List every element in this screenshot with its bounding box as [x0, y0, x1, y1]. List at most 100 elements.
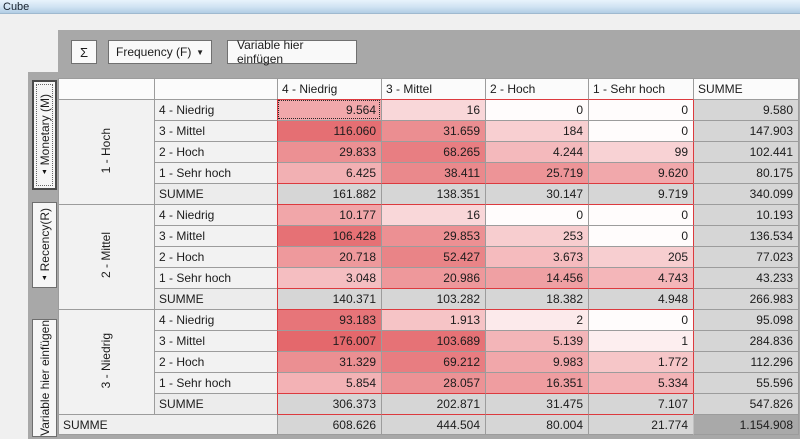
grand-column-summe[interactable]: 444.504: [381, 414, 485, 435]
cell-value[interactable]: 4.244: [485, 141, 588, 162]
cell-value[interactable]: 6.425: [277, 162, 381, 183]
cell-value[interactable]: 18.382: [485, 288, 588, 309]
row-dimension-tab-monetary[interactable]: Monetary (M) ▼: [32, 80, 57, 190]
group-label[interactable]: 1 - Hoch: [58, 99, 154, 204]
cell-value[interactable]: 9.564: [277, 99, 381, 120]
cell-value[interactable]: 0: [485, 99, 588, 120]
cell-row-summe[interactable]: 10.193: [693, 204, 799, 225]
cell-value[interactable]: 106.428: [277, 225, 381, 246]
cell-value[interactable]: 103.689: [381, 330, 485, 351]
cell-value[interactable]: 2: [485, 309, 588, 330]
cell-row-summe[interactable]: 77.023: [693, 246, 799, 267]
cell-value[interactable]: 69.212: [381, 351, 485, 372]
cell-row-summe[interactable]: 9.580: [693, 99, 799, 120]
row-label[interactable]: 1 - Sehr hoch: [154, 267, 277, 288]
cell-row-summe[interactable]: 102.441: [693, 141, 799, 162]
cell-value[interactable]: 184: [485, 120, 588, 141]
row-label[interactable]: 3 - Mittel: [154, 225, 277, 246]
cell-value[interactable]: 52.427: [381, 246, 485, 267]
row-label[interactable]: 1 - Sehr hoch: [154, 372, 277, 393]
cell-value[interactable]: 20.718: [277, 246, 381, 267]
cell-row-summe[interactable]: 136.534: [693, 225, 799, 246]
cell-value[interactable]: 0: [588, 120, 693, 141]
cell-value[interactable]: 138.351: [381, 183, 485, 204]
row-label[interactable]: 3 - Mittel: [154, 330, 277, 351]
cell-row-summe[interactable]: 547.826: [693, 393, 799, 414]
row-label[interactable]: 2 - Hoch: [154, 246, 277, 267]
cell-value[interactable]: 31.659: [381, 120, 485, 141]
cell-value[interactable]: 9.983: [485, 351, 588, 372]
cell-value[interactable]: 38.411: [381, 162, 485, 183]
group-label[interactable]: 2 - Mittel: [58, 204, 154, 309]
row-dimension-tab-recency[interactable]: Recency(R) ▼: [32, 202, 57, 288]
column-header[interactable]: 1 - Sehr hoch: [588, 78, 693, 99]
column-header[interactable]: 3 - Mittel: [381, 78, 485, 99]
cell-value[interactable]: 4.948: [588, 288, 693, 309]
cell-row-summe[interactable]: 147.903: [693, 120, 799, 141]
row-label[interactable]: 1 - Sehr hoch: [154, 162, 277, 183]
cell-value[interactable]: 5.139: [485, 330, 588, 351]
cell-value[interactable]: 1: [588, 330, 693, 351]
cell-value[interactable]: 16.351: [485, 372, 588, 393]
cell-value[interactable]: 0: [485, 204, 588, 225]
cell-value[interactable]: 31.475: [485, 393, 588, 414]
cell-value[interactable]: 31.329: [277, 351, 381, 372]
cell-value[interactable]: 3.673: [485, 246, 588, 267]
cell-value[interactable]: 140.371: [277, 288, 381, 309]
cell-value[interactable]: 253: [485, 225, 588, 246]
row-label[interactable]: 4 - Niedrig: [154, 99, 277, 120]
cell-value[interactable]: 202.871: [381, 393, 485, 414]
cell-value[interactable]: 29.853: [381, 225, 485, 246]
cell-value[interactable]: 14.456: [485, 267, 588, 288]
cell-value[interactable]: 9.620: [588, 162, 693, 183]
row-label-summe[interactable]: SUMME: [154, 183, 277, 204]
cell-value[interactable]: 0: [588, 204, 693, 225]
column-header[interactable]: 2 - Hoch: [485, 78, 588, 99]
cell-value[interactable]: 16: [381, 99, 485, 120]
row-label[interactable]: 4 - Niedrig: [154, 309, 277, 330]
cell-value[interactable]: 7.107: [588, 393, 693, 414]
cell-value[interactable]: 28.057: [381, 372, 485, 393]
cell-value[interactable]: 3.048: [277, 267, 381, 288]
cell-value[interactable]: 1.913: [381, 309, 485, 330]
cell-row-summe[interactable]: 266.983: [693, 288, 799, 309]
grand-summe-label[interactable]: SUMME: [58, 414, 277, 435]
cell-value[interactable]: 29.833: [277, 141, 381, 162]
cell-value[interactable]: 25.719: [485, 162, 588, 183]
cell-value[interactable]: 103.282: [381, 288, 485, 309]
cell-value[interactable]: 176.007: [277, 330, 381, 351]
cell-row-summe[interactable]: 55.596: [693, 372, 799, 393]
cell-value[interactable]: 306.373: [277, 393, 381, 414]
row-label[interactable]: 2 - Hoch: [154, 351, 277, 372]
cell-value[interactable]: 16: [381, 204, 485, 225]
row-label[interactable]: 3 - Mittel: [154, 120, 277, 141]
cell-value[interactable]: 116.060: [277, 120, 381, 141]
column-header[interactable]: 4 - Niedrig: [277, 78, 381, 99]
insert-variable-column-button[interactable]: Variable hier einfügen: [227, 38, 357, 66]
row-label-summe[interactable]: SUMME: [154, 393, 277, 414]
cell-value[interactable]: 5.334: [588, 372, 693, 393]
cell-value[interactable]: 5.854: [277, 372, 381, 393]
cell-row-summe[interactable]: 95.098: [693, 309, 799, 330]
group-label[interactable]: 3 - Niedrig: [58, 309, 154, 414]
grand-column-summe[interactable]: 21.774: [588, 414, 693, 435]
row-label-summe[interactable]: SUMME: [154, 288, 277, 309]
cell-row-summe[interactable]: 112.296: [693, 351, 799, 372]
grand-column-summe[interactable]: 608.626: [277, 414, 381, 435]
cell-value[interactable]: 30.147: [485, 183, 588, 204]
cell-value[interactable]: 93.183: [277, 309, 381, 330]
row-label[interactable]: 2 - Hoch: [154, 141, 277, 162]
sigma-statistic-button[interactable]: Σ: [71, 40, 97, 64]
cell-value[interactable]: 10.177: [277, 204, 381, 225]
cell-value[interactable]: 4.743: [588, 267, 693, 288]
cell-row-summe[interactable]: 80.175: [693, 162, 799, 183]
row-label[interactable]: 4 - Niedrig: [154, 204, 277, 225]
grand-column-summe[interactable]: 80.004: [485, 414, 588, 435]
cell-value[interactable]: 99: [588, 141, 693, 162]
grand-total-cell[interactable]: 1.154.908: [693, 414, 799, 435]
cell-row-summe[interactable]: 284.836: [693, 330, 799, 351]
column-header-summe[interactable]: SUMME: [693, 78, 799, 99]
cell-value[interactable]: 161.882: [277, 183, 381, 204]
cell-value[interactable]: 9.719: [588, 183, 693, 204]
cell-value[interactable]: 0: [588, 225, 693, 246]
